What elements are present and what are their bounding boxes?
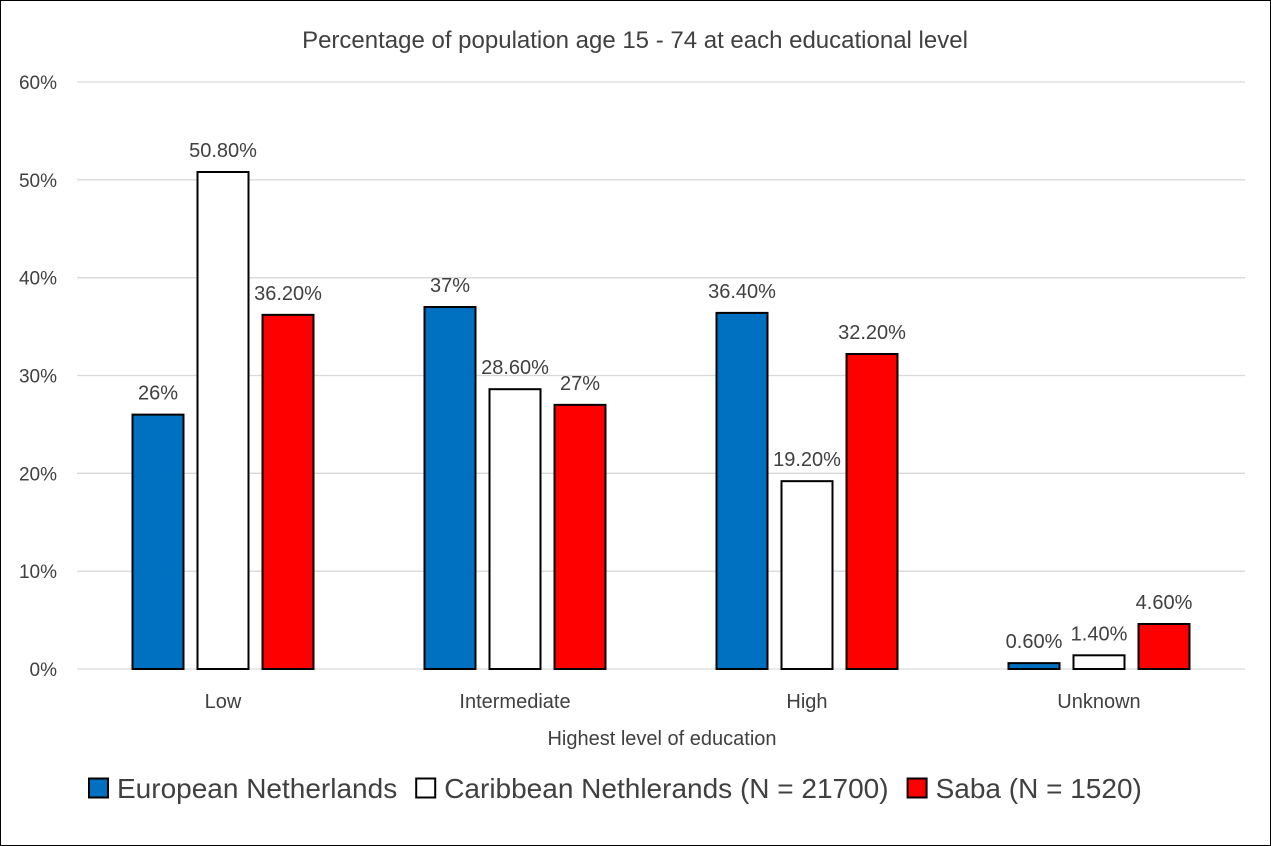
y-tick-label: 50% (19, 171, 57, 192)
y-tick-label: 60% (19, 73, 57, 94)
data-label: 27% (560, 373, 600, 395)
y-tick-label: 20% (19, 464, 57, 485)
x-category-label: Unknown (1057, 691, 1140, 713)
data-label: 1.40% (1071, 623, 1128, 645)
y-tick-label: 0% (30, 660, 58, 681)
bar (845, 352, 899, 670)
data-labels: 26% 50.80% 36.20% 37% 28.60% 27% 36.40% 19.20% 3… (138, 140, 1193, 653)
data-label: 36.40% (708, 281, 776, 303)
data-label: 19.20% (773, 449, 841, 471)
bars (131, 171, 1191, 671)
legend-swatch (415, 777, 437, 799)
data-label: 36.20% (254, 283, 322, 305)
bar (1137, 622, 1191, 670)
legend-swatch (906, 777, 928, 799)
bar (1007, 662, 1061, 671)
data-label: 0.60% (1006, 631, 1063, 653)
bar (780, 480, 834, 670)
legend-swatch (88, 777, 109, 799)
bar (1072, 654, 1126, 671)
gridlines (77, 81, 1245, 670)
data-label: 28.60% (481, 357, 549, 379)
x-axis-categories: Low Intermediate High Unknown (205, 691, 1141, 713)
legend-label: Saba (N = 1520) (936, 773, 1142, 804)
data-label: 50.80% (189, 140, 257, 162)
legend-label: Caribbean Nethlerands (N = 21700) (444, 773, 888, 804)
bar (261, 313, 315, 670)
bar (423, 306, 477, 670)
legend-label: European Netherlands (117, 773, 397, 804)
data-label: 37% (430, 275, 470, 297)
bar (715, 311, 769, 670)
data-label: 32.20% (838, 322, 906, 344)
chart-title: Percentage of population age 15 - 74 at … (302, 27, 968, 54)
y-tick-label: 40% (19, 269, 57, 290)
bar (553, 403, 607, 670)
x-category-label: Low (205, 691, 242, 713)
bar (131, 413, 185, 670)
bar (196, 171, 250, 671)
x-category-label: Intermediate (459, 691, 570, 713)
legend: European Netherlands Caribbean Nethlerand… (88, 773, 1142, 804)
y-axis-ticks: 0% 10% 20% 30% 40% 50% 60% (19, 73, 57, 681)
y-tick-label: 30% (19, 367, 57, 388)
y-tick-label: 10% (19, 562, 57, 583)
x-axis-title: Highest level of education (547, 728, 776, 750)
x-category-label: High (786, 691, 827, 713)
bar (488, 388, 542, 670)
data-label: 4.60% (1136, 592, 1193, 614)
data-label: 26% (138, 383, 178, 405)
